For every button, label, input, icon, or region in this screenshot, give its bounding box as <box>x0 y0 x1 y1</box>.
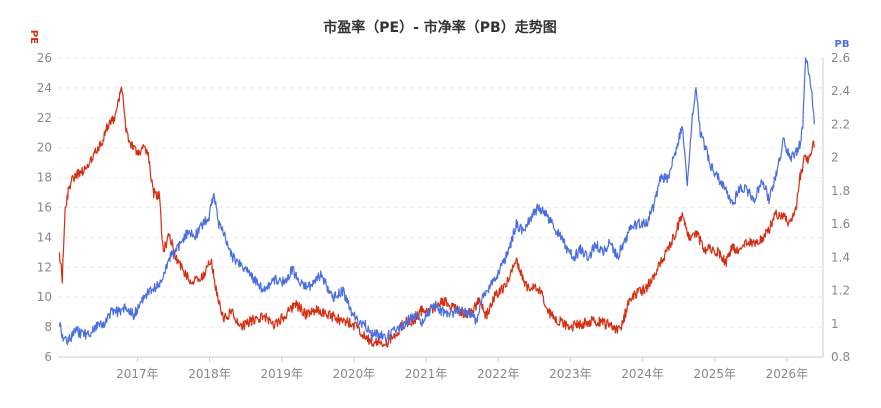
x-tick-label: 2018年 <box>188 367 231 381</box>
pb-series-line <box>58 57 815 346</box>
left-tick-label: 26 <box>37 51 52 65</box>
right-tick-label: 2.6 <box>831 51 850 65</box>
left-axis-label: PE <box>28 30 39 44</box>
x-tick-label: 2023年 <box>549 367 592 381</box>
left-tick-label: 14 <box>37 230 52 244</box>
pe-series-line <box>58 86 815 348</box>
left-tick-label: 20 <box>37 141 52 155</box>
left-tick-label: 24 <box>37 81 52 95</box>
x-tick-label: 2020年 <box>333 367 376 381</box>
right-tick-label: 2.2 <box>831 117 850 131</box>
x-tick-label: 2022年 <box>477 367 520 381</box>
right-tick-label: 2.4 <box>831 84 850 98</box>
right-tick-label: 1.2 <box>831 284 850 298</box>
right-tick-label: 1.8 <box>831 184 850 198</box>
x-tick-label: 2024年 <box>621 367 664 381</box>
left-tick-label: 10 <box>37 290 52 304</box>
right-tick-label: 1.6 <box>831 217 850 231</box>
x-tick-label: 2017年 <box>116 367 159 381</box>
left-tick-label: 8 <box>44 320 52 334</box>
right-tick-label: 2 <box>831 151 839 165</box>
x-tick-label: 2026年 <box>766 367 809 381</box>
left-tick-label: 22 <box>37 111 52 125</box>
right-tick-label: 1.4 <box>831 250 850 264</box>
right-tick-label: 0.8 <box>831 350 850 364</box>
left-tick-label: 18 <box>37 171 52 185</box>
left-tick-label: 12 <box>37 260 52 274</box>
chart-title: 市盈率（PE）- 市净率（PB）走势图 <box>323 19 556 36</box>
right-tick-label: 1 <box>831 317 839 331</box>
x-tick-label: 2021年 <box>405 367 448 381</box>
x-tick-label: 2025年 <box>693 367 736 381</box>
right-axis-label: PB <box>835 39 850 50</box>
grid-lines <box>58 57 823 328</box>
left-tick-label: 16 <box>37 201 52 215</box>
left-tick-label: 6 <box>44 350 52 364</box>
axes: 6 8 10 12 14 16 18 20 22 24 26 0.8 1 1.2 1.4 1.6 1.8 2 2.2… <box>37 51 850 381</box>
x-tick-label: 2019年 <box>260 367 303 381</box>
series-lines <box>58 57 815 348</box>
